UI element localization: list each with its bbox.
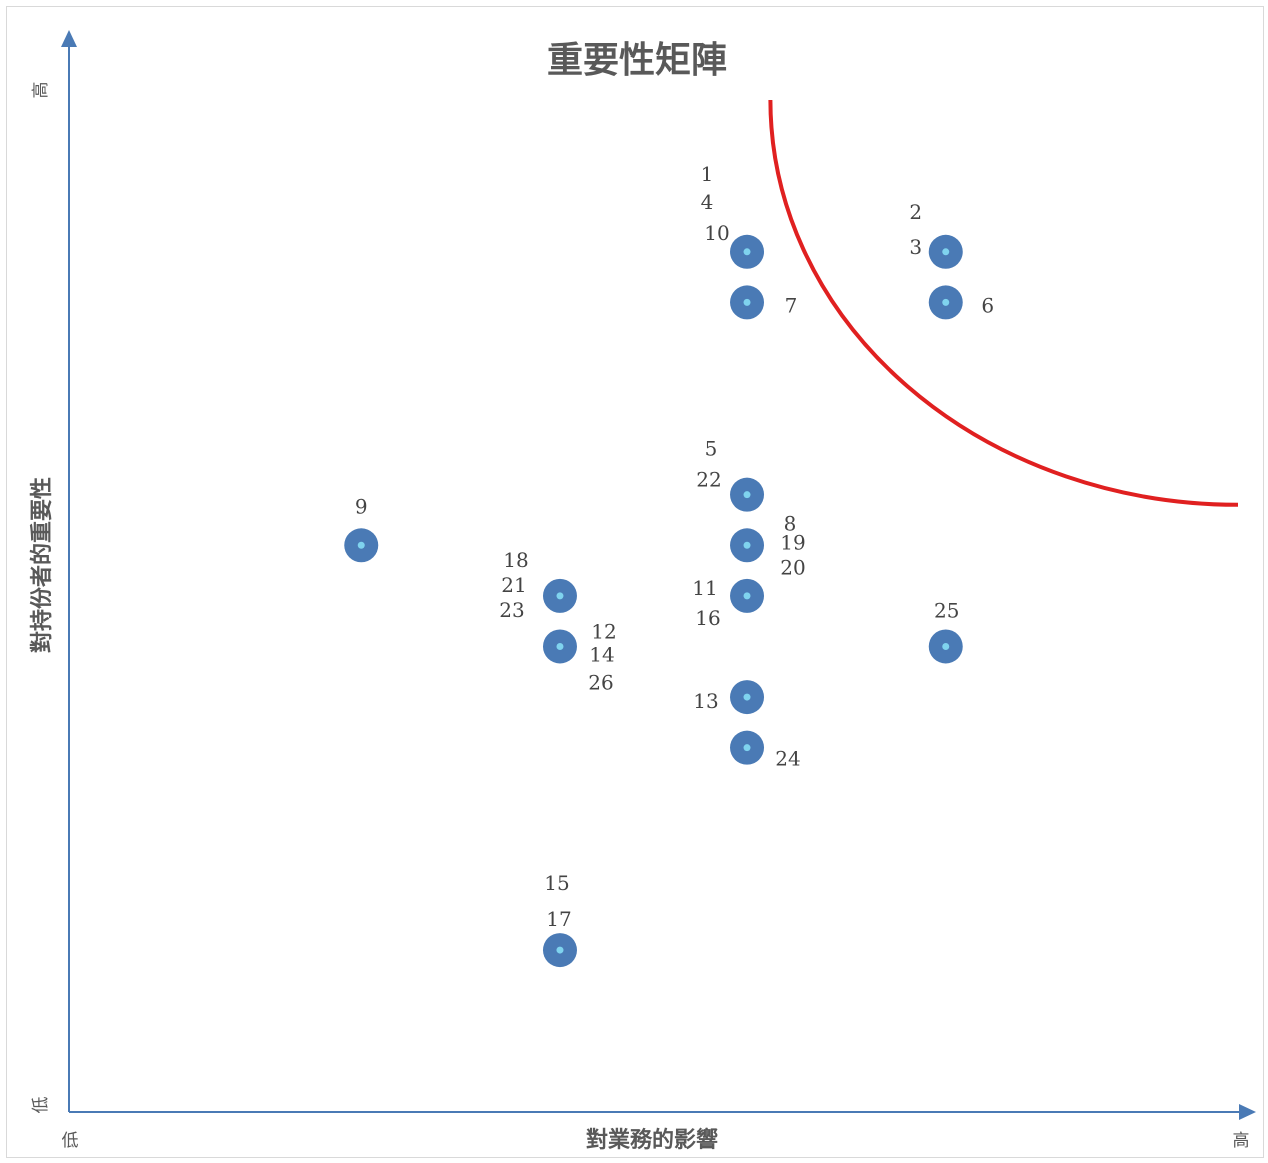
point-label: 25 xyxy=(934,598,959,622)
y-axis-title: 對持份者的重要性 xyxy=(29,477,55,653)
point-label: 16 xyxy=(695,606,720,630)
point-label: 13 xyxy=(693,689,718,713)
point-label: 1 xyxy=(701,162,714,186)
point-label: 14 xyxy=(589,642,614,666)
threshold-curve xyxy=(768,99,1239,507)
point-label: 18 xyxy=(503,548,528,572)
point-center-dot xyxy=(556,592,564,600)
point-center-dot xyxy=(942,642,950,650)
data-point: 13 xyxy=(693,680,765,715)
point-label: 7 xyxy=(785,293,798,317)
x-axis-arrow-icon xyxy=(1239,1104,1256,1120)
point-label: 26 xyxy=(588,670,613,694)
x-axis-title: 對業務的影響 xyxy=(586,1127,718,1153)
point-center-dot xyxy=(942,298,950,306)
point-label: 6 xyxy=(981,293,994,317)
data-point: 9 xyxy=(344,494,379,563)
point-label: 2 xyxy=(909,200,922,224)
point-label: 20 xyxy=(780,555,805,579)
y-axis-high-label: 高 xyxy=(31,82,51,99)
point-label: 8 xyxy=(784,511,797,535)
data-point: 23 xyxy=(909,200,963,269)
point-label: 15 xyxy=(544,871,569,895)
point-label: 12 xyxy=(591,619,616,643)
point-label: 5 xyxy=(705,437,718,461)
chart-title: 重要性矩陣 xyxy=(547,40,727,81)
x-axis-low-label: 低 xyxy=(62,1131,79,1151)
point-center-dot xyxy=(743,693,751,701)
point-label: 11 xyxy=(692,576,717,600)
point-center-dot xyxy=(942,248,950,256)
point-center-dot xyxy=(357,541,365,549)
point-center-dot xyxy=(743,592,751,600)
point-label: 24 xyxy=(775,747,800,771)
data-point: 7 xyxy=(730,285,798,320)
point-label: 4 xyxy=(701,190,714,214)
point-label: 9 xyxy=(355,494,368,518)
y-axis-low-label: 低 xyxy=(31,1097,51,1114)
data-point: 25 xyxy=(928,598,963,664)
x-axis-high-label: 高 xyxy=(1233,1131,1250,1151)
point-center-dot xyxy=(743,541,751,549)
data-point: 1 4 10 xyxy=(701,162,765,269)
data-point: 24 xyxy=(730,730,801,771)
point-center-dot xyxy=(743,248,751,256)
point-label: 23 xyxy=(499,598,524,622)
point-label: 17 xyxy=(546,907,571,931)
y-axis-arrow-icon xyxy=(61,30,77,47)
point-label: 21 xyxy=(501,573,526,597)
point-label: 10 xyxy=(704,221,729,245)
chart-frame xyxy=(6,6,1264,1158)
data-point: 6 xyxy=(928,285,994,320)
data-point: 522 xyxy=(696,437,765,512)
point-center-dot xyxy=(743,744,751,752)
point-center-dot xyxy=(556,946,564,954)
point-label: 19 xyxy=(780,530,805,554)
point-center-dot xyxy=(556,642,564,650)
point-center-dot xyxy=(743,491,751,499)
point-label: 3 xyxy=(909,235,922,259)
point-label: 22 xyxy=(696,468,721,492)
point-center-dot xyxy=(743,298,751,306)
